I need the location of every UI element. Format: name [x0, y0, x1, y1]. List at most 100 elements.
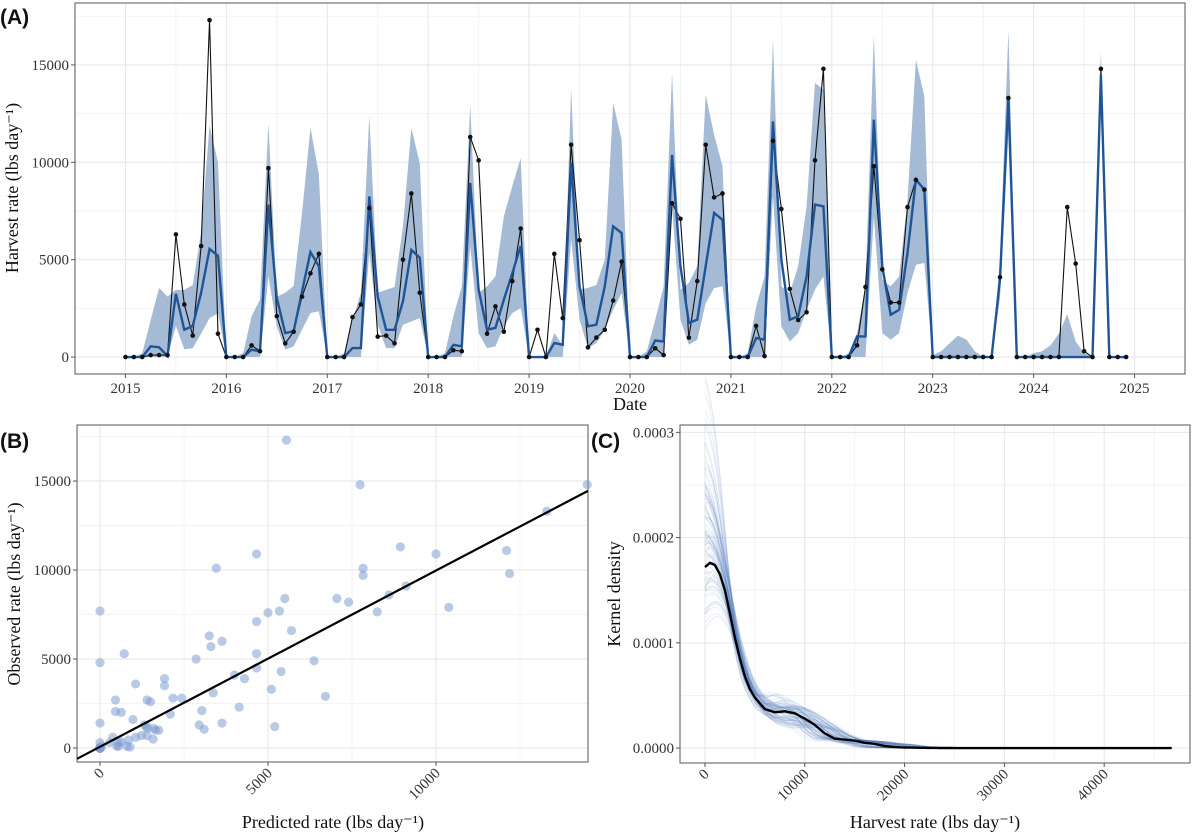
observed-point — [131, 354, 137, 360]
scatter-point — [110, 695, 121, 705]
scatter-point — [159, 673, 170, 684]
scatter-point — [358, 563, 368, 573]
observed-point — [165, 352, 170, 358]
observed-point — [198, 243, 204, 249]
scatter-point — [431, 549, 441, 559]
x-tick-label: 2015 — [110, 381, 140, 397]
observed-point — [602, 327, 608, 333]
scatter-point — [125, 742, 135, 752]
observed-point — [1048, 354, 1053, 360]
observed-point — [930, 354, 936, 360]
x-tick-label: 2025 — [1120, 381, 1150, 397]
observed-point — [888, 300, 893, 305]
observed-density-curve — [704, 561, 1172, 750]
observed-point — [442, 354, 448, 360]
observed-point — [560, 315, 566, 321]
scatter-point — [358, 570, 368, 580]
observed-point — [787, 286, 793, 292]
scatter-point — [270, 722, 280, 732]
scatter-point — [116, 707, 126, 718]
observed-point — [745, 354, 751, 360]
observed-point — [324, 354, 330, 360]
observed-point — [148, 352, 153, 358]
x-tick-label: 2019 — [514, 381, 544, 397]
observed-point — [863, 284, 868, 290]
observed-point — [282, 341, 288, 346]
scatter-point — [501, 545, 512, 556]
x-tick-label: 2021 — [716, 381, 746, 397]
scatter-point — [320, 691, 331, 701]
scatter-point — [355, 480, 365, 490]
scatter-point — [211, 563, 221, 573]
scatter-point — [344, 597, 354, 607]
observed-point — [1073, 261, 1078, 266]
x-tick-label: 2016 — [211, 381, 242, 397]
observed-point — [989, 354, 994, 360]
observed-point — [922, 187, 927, 192]
observed-point — [1098, 66, 1104, 72]
observed-point — [249, 343, 254, 348]
observed-point — [552, 251, 557, 257]
scatter-point — [251, 617, 262, 627]
observed-point — [274, 313, 280, 319]
observed-point — [400, 257, 406, 262]
observed-point — [1039, 354, 1045, 360]
scatter-point — [444, 602, 454, 613]
scatter-point — [95, 606, 105, 616]
scatter-point — [145, 697, 156, 707]
observed-point — [1107, 354, 1112, 360]
observed-point — [871, 163, 877, 169]
observed-point — [568, 142, 574, 148]
panel-a: 2015 2016 2017 2018 2019 2020 2021 2022 2023 2024… — [32, 2, 1186, 397]
observed-point — [619, 259, 624, 264]
observed-point — [240, 354, 246, 360]
plot-frame — [679, 424, 1191, 764]
observed-point — [972, 354, 978, 360]
x-tick-label: 2018 — [413, 381, 443, 397]
observed-point — [644, 354, 650, 360]
observed-point — [459, 348, 465, 354]
observed-point — [509, 278, 515, 284]
observed-point — [610, 298, 616, 303]
observed-point — [257, 348, 263, 354]
y-tick-label: 0 — [62, 350, 70, 366]
observed-point — [367, 205, 372, 211]
y-tick-label: 10000 — [32, 155, 70, 171]
observed-point — [829, 354, 835, 360]
observed-point — [484, 331, 490, 336]
observed-point — [720, 191, 725, 196]
observed-point — [652, 345, 658, 351]
scatter-point — [95, 718, 105, 728]
scatter-point — [395, 542, 405, 552]
panel-b-y-axis-title: Observed rate (lbs day⁻¹) — [4, 502, 25, 685]
observed-point — [913, 177, 919, 183]
observed-point — [854, 343, 860, 348]
observed-point — [232, 354, 238, 360]
observed-point — [291, 329, 296, 335]
scatter-point — [582, 480, 592, 490]
observed-point — [425, 354, 431, 360]
observed-point — [383, 333, 389, 338]
observed-point — [333, 354, 338, 360]
scatter-point — [95, 657, 105, 668]
panel-a-tag: (A) — [0, 6, 29, 29]
observed-point — [434, 354, 439, 360]
observed-point — [417, 290, 423, 296]
scatter-point — [217, 636, 227, 646]
observed-point — [812, 158, 818, 163]
y-tick-label: 5000 — [39, 253, 69, 269]
observed-point — [375, 334, 381, 339]
observed-point — [501, 329, 507, 335]
observed-point — [703, 142, 708, 148]
observed-point — [627, 354, 633, 360]
observed-point — [493, 304, 498, 309]
observed-point — [661, 352, 666, 358]
panel-a-y-axis-title: Harvest rate (lbs day⁻¹) — [2, 103, 23, 273]
scatter-point — [266, 684, 276, 694]
scatter-point — [204, 631, 214, 641]
observed-point — [182, 302, 187, 307]
observed-point — [409, 191, 414, 196]
panel-c: 0 10000 20000 30000 400000.00000.00010.00020… — [633, 376, 1191, 804]
y-tick-label: 5000 — [41, 652, 71, 668]
